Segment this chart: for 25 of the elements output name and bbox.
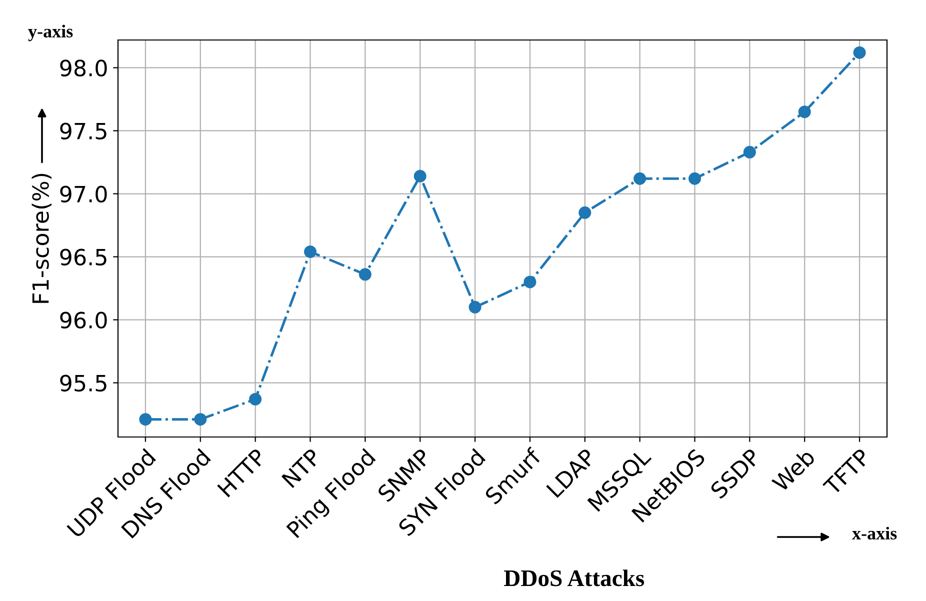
- point: [743, 146, 756, 158]
- y-tick-label: 98.0: [60, 60, 107, 76]
- point: [634, 172, 646, 185]
- x-tick-label: Web: [770, 448, 816, 493]
- point: [853, 46, 866, 59]
- point: [304, 245, 316, 258]
- point: [524, 276, 536, 288]
- point: [139, 413, 152, 426]
- y-tick-label: 96.5: [60, 248, 106, 266]
- point: [414, 170, 426, 182]
- point: [249, 392, 262, 406]
- point: [798, 106, 811, 118]
- y-tick-label: 96.0: [60, 312, 107, 329]
- y-axis-title: F1-score(%): [32, 174, 52, 303]
- x-axis-title: DDoS Attacks: [504, 570, 644, 586]
- point: [578, 206, 592, 219]
- point: [688, 172, 701, 185]
- y-tick-label: 97.0: [60, 186, 107, 203]
- text: y-axis: [28, 24, 73, 42]
- point: [194, 413, 207, 426]
- point: [468, 300, 482, 314]
- text: x-axis: [852, 526, 897, 540]
- point: [358, 268, 372, 281]
- y-tick-label: 97.5: [60, 122, 106, 140]
- y-tick-label: 95.5: [60, 374, 106, 392]
